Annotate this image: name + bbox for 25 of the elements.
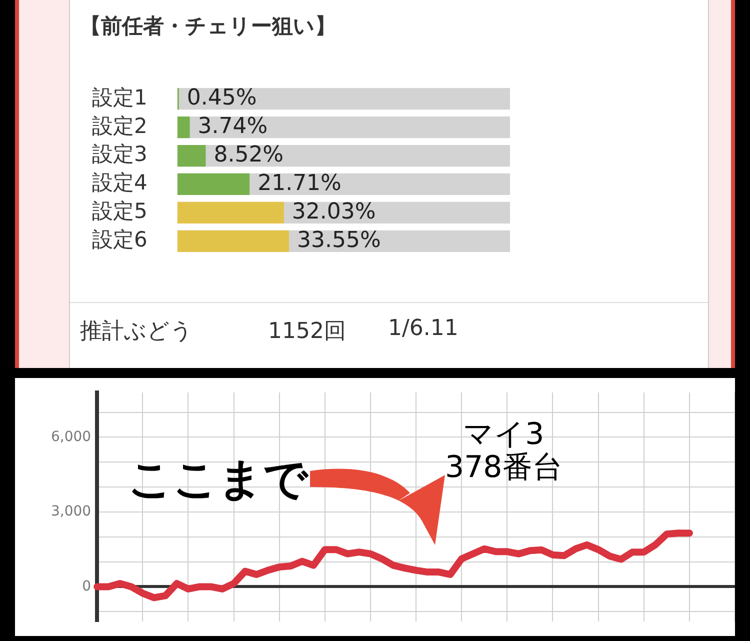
bar	[177, 173, 250, 196]
annotation: マイ3 378番台	[445, 417, 562, 485]
y-tick-label: 設定1	[92, 85, 148, 110]
text: 1152回	[268, 318, 347, 346]
y-tick-label: 設定4	[92, 170, 148, 195]
y-tick-label: 設定5	[92, 199, 148, 224]
y-tick-label: 設定2	[92, 114, 148, 138]
annotation: ここまで	[128, 453, 308, 507]
y-tick-label: 設定3	[92, 142, 148, 166]
y-tick-label: 6,000	[50, 428, 92, 445]
text: 1/6.11	[388, 316, 460, 343]
data-label: 33.55%	[296, 228, 381, 253]
y-tick-label: 0	[82, 578, 92, 594]
data-label: 32.03%	[292, 199, 376, 224]
bar	[177, 144, 206, 167]
y-tick-label: 設定6	[92, 228, 148, 252]
data-label: 21.71%	[258, 170, 342, 196]
y-tick-label: 3,000	[50, 504, 92, 520]
bar	[177, 116, 190, 138]
bar	[177, 202, 284, 224]
text: 推計ぶどう	[80, 318, 194, 346]
chart-title: 【前任者・チェリー狙い】	[80, 13, 336, 40]
data-label: 8.52%	[214, 142, 284, 168]
data-label: 0.45%	[186, 86, 257, 111]
data-label: 3.74%	[198, 114, 268, 140]
